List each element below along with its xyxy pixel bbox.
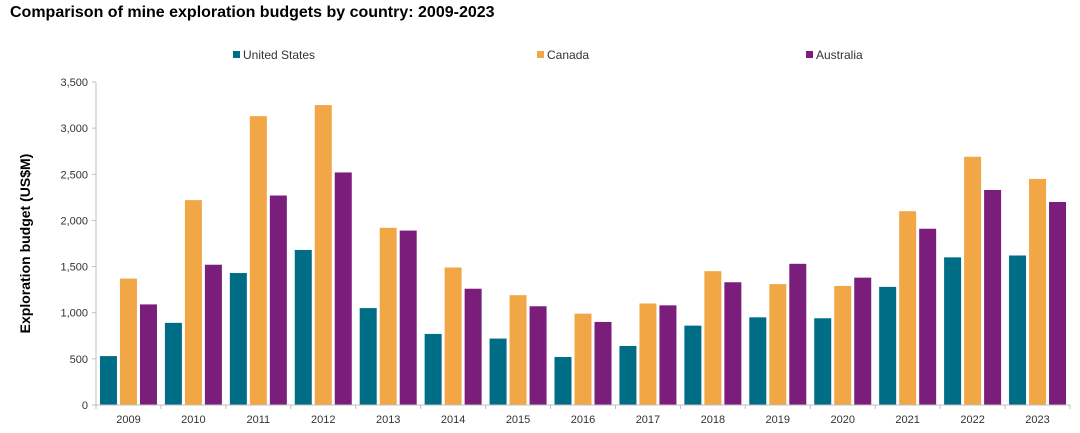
bar-australia-2009 [139, 304, 157, 405]
bar-united-states-2015 [489, 338, 507, 405]
bar-australia-2015 [529, 306, 547, 405]
bar-australia-2021 [919, 228, 937, 405]
bar-canada-2012 [314, 105, 332, 406]
bar-united-states-2011 [229, 273, 247, 405]
y-tick-label: 2,500 [60, 169, 88, 181]
bar-canada-2017 [639, 303, 657, 405]
y-tick-label: 1,000 [60, 308, 88, 320]
x-tick-label: 2018 [701, 414, 725, 426]
bar-united-states-2023 [1009, 255, 1027, 405]
bar-australia-2010 [204, 264, 222, 405]
y-tick-label: 500 [70, 354, 88, 366]
bar-united-states-2020 [814, 318, 832, 405]
x-tick-label: 2022 [960, 414, 984, 426]
legend: United States Canada Australia [233, 48, 863, 62]
bar-canada-2016 [574, 313, 592, 405]
bar-united-states-2014 [424, 333, 442, 405]
bar-canada-2022 [964, 156, 982, 405]
bar-united-states-2017 [619, 345, 637, 405]
bar-australia-2016 [594, 321, 612, 405]
bar-canada-2009 [119, 278, 137, 405]
x-tick-label: 2015 [506, 414, 530, 426]
y-axis-label: Exploration budget (US$M) [17, 154, 33, 334]
y-axis: 0 500 1,000 1,500 2,000 2,500 3,000 3,500 [60, 77, 97, 412]
bar-canada-2021 [899, 211, 917, 405]
x-tick-label: 2019 [766, 414, 790, 426]
bar-australia-2011 [269, 195, 287, 405]
bar-united-states-2010 [164, 322, 182, 405]
bar-australia-2018 [724, 282, 742, 405]
bar-canada-2014 [444, 267, 462, 405]
y-tick-label: 3,000 [60, 123, 88, 135]
bar-canada-2023 [1029, 178, 1047, 405]
x-tick-label: 2014 [441, 414, 465, 426]
bar-united-states-2012 [294, 249, 312, 405]
y-tick-label: 3,500 [60, 77, 88, 89]
y-tick-label: 0 [82, 400, 88, 412]
x-tick-label: 2009 [116, 414, 140, 426]
bar-canada-2015 [509, 295, 527, 405]
x-tick-label: 2023 [1025, 414, 1049, 426]
x-tick-label: 2021 [895, 414, 919, 426]
x-tick-label: 2012 [311, 414, 335, 426]
y-tick-label: 1,500 [60, 262, 88, 274]
bar-australia-2020 [854, 277, 872, 405]
bar-canada-2010 [184, 200, 202, 405]
bar-united-states-2009 [99, 356, 117, 405]
x-tick-label: 2011 [247, 414, 271, 426]
bar-united-states-2013 [359, 308, 377, 405]
bar-united-states-2022 [944, 257, 962, 405]
bar-canada-2013 [379, 227, 397, 405]
legend-label-australia: Australia [816, 48, 863, 62]
bar-australia-2013 [399, 230, 417, 405]
bar-australia-2017 [659, 305, 677, 405]
bar-australia-2014 [464, 288, 482, 405]
y-tick-label: 2,000 [60, 215, 88, 227]
bar-australia-2023 [1049, 201, 1067, 405]
x-tick-label: 2013 [376, 414, 400, 426]
legend-label-united-states: United States [243, 48, 315, 62]
chart-title: Comparison of mine exploration budgets b… [10, 4, 495, 21]
x-tick-label: 2016 [571, 414, 595, 426]
bar-canada-2020 [834, 285, 852, 405]
x-tick-label: 2017 [636, 414, 660, 426]
bar-australia-2022 [984, 189, 1002, 405]
x-tick-label: 2020 [830, 414, 854, 426]
legend-swatch-australia [806, 51, 813, 58]
bar-australia-2012 [334, 172, 352, 405]
legend-label-canada: Canada [547, 48, 589, 62]
bar-canada-2011 [249, 116, 267, 405]
bars [99, 105, 1067, 406]
x-tick-label: 2010 [181, 414, 205, 426]
bar-canada-2019 [769, 284, 787, 405]
bar-united-states-2016 [554, 357, 572, 405]
legend-swatch-canada [537, 51, 544, 58]
legend-swatch-united-states [233, 51, 240, 58]
bar-united-states-2018 [684, 325, 702, 405]
bar-australia-2019 [789, 263, 807, 405]
bar-united-states-2019 [749, 317, 767, 405]
x-axis: 2009 2010 2011 2012 2013 2014 2015 2016 2017 2018… [95, 404, 1071, 426]
bar-united-states-2021 [879, 286, 897, 405]
bar-canada-2018 [704, 271, 722, 405]
